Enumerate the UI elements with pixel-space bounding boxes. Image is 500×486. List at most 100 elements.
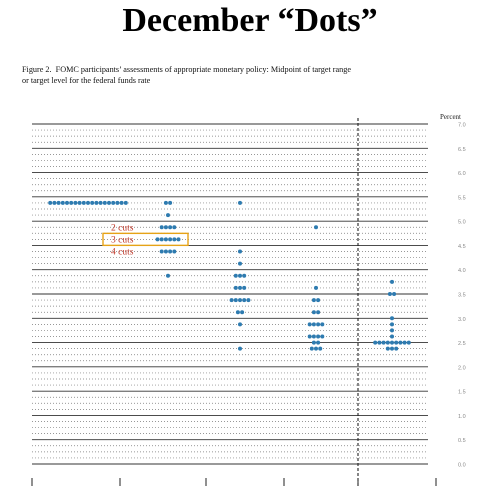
annotation-label: 4 cuts: [111, 248, 134, 258]
y-tick-label: 1.0: [458, 414, 466, 420]
data-dot: [238, 261, 242, 266]
data-dot: [172, 237, 177, 242]
data-dot: [390, 334, 394, 339]
y-tick-label: 0.0: [458, 463, 466, 469]
data-dot: [316, 340, 321, 345]
headline: December “Dots”: [122, 2, 378, 39]
data-dot: [242, 285, 247, 290]
data-dot: [172, 225, 177, 230]
y-tick-label: 4.5: [458, 244, 466, 250]
data-dot: [69, 200, 74, 205]
data-dot: [77, 200, 82, 205]
annotation-label: 2 cuts: [111, 223, 134, 233]
data-dot: [168, 225, 173, 230]
data-dot: [86, 200, 90, 205]
data-dot: [320, 322, 325, 327]
caption-line-1: Figure 2. FOMC participants’ assessments…: [22, 64, 482, 75]
data-dot: [168, 200, 173, 205]
data-dot: [318, 346, 323, 351]
data-dot: [166, 213, 170, 218]
data-dot: [385, 340, 390, 345]
data-dot: [311, 298, 316, 303]
data-dot: [387, 292, 392, 296]
data-dot: [314, 346, 318, 351]
y-tick-label: 5.5: [458, 195, 466, 201]
data-dot: [238, 273, 242, 278]
data-dot: [56, 200, 61, 205]
data-dot: [107, 200, 111, 205]
data-dot: [390, 279, 394, 284]
data-dot: [90, 200, 95, 205]
data-dot: [65, 200, 69, 205]
data-dot: [238, 346, 242, 351]
data-dot: [316, 322, 321, 327]
data-dot: [102, 200, 107, 205]
data-dot: [163, 249, 168, 254]
data-dot: [238, 298, 242, 303]
data-dot: [159, 237, 164, 242]
data-dot: [163, 200, 168, 205]
data-dot: [390, 316, 394, 321]
data-dot: [238, 249, 242, 254]
data-dot: [377, 340, 382, 345]
data-dot: [238, 322, 242, 327]
data-dot: [233, 298, 238, 303]
data-dot: [311, 340, 316, 345]
highlight-box: [102, 232, 189, 247]
data-dot: [73, 200, 78, 205]
data-dot: [168, 249, 173, 254]
data-dot: [307, 334, 312, 339]
data-dot: [163, 237, 168, 242]
data-dot: [94, 200, 99, 205]
data-dot: [390, 328, 394, 333]
data-dot: [111, 200, 116, 205]
caption-line-2: or target level for the federal funds ra…: [22, 76, 151, 85]
data-dot: [119, 200, 124, 205]
data-dot: [390, 322, 394, 327]
data-dot: [392, 292, 397, 296]
data-dot: [98, 200, 103, 205]
data-dot: [394, 340, 399, 345]
y-tick-label: 6.5: [458, 147, 466, 153]
data-dot: [385, 346, 390, 351]
data-dot: [394, 346, 399, 351]
data-dot: [115, 200, 120, 205]
data-dot: [316, 310, 321, 315]
data-dot: [309, 346, 314, 351]
data-dot: [159, 225, 164, 230]
y-tick-label: 4.0: [458, 268, 466, 274]
data-dot: [381, 340, 386, 345]
data-dot: [123, 200, 128, 205]
y-tick-label: 0.5: [458, 438, 466, 444]
caption-text-1: FOMC participants’ assessments of approp…: [55, 65, 351, 74]
figure-label: Figure 2.: [22, 65, 52, 74]
data-dot: [314, 225, 318, 230]
data-dot: [235, 310, 240, 315]
data-dot: [163, 225, 168, 230]
data-dot: [390, 340, 394, 345]
data-dot: [373, 340, 378, 345]
data-dot: [320, 334, 325, 339]
data-dot: [176, 237, 181, 242]
data-dot: [159, 249, 164, 254]
data-dot: [242, 273, 247, 278]
y-tick-label: 3.5: [458, 293, 466, 299]
data-dot: [233, 285, 238, 290]
data-dot: [52, 200, 57, 205]
data-dot: [81, 200, 86, 205]
data-dot: [60, 200, 65, 205]
y-tick-label: 5.0: [458, 220, 466, 226]
data-dot: [311, 334, 316, 339]
y-tick-label: 6.0: [458, 171, 466, 177]
data-dot: [246, 298, 251, 303]
data-dot: [166, 273, 170, 278]
data-dot: [233, 273, 238, 278]
figure-caption: Figure 2. FOMC participants’ assessments…: [22, 64, 482, 86]
data-dot: [172, 249, 177, 254]
data-dot: [238, 200, 242, 205]
y-tick-label: 3.0: [458, 317, 466, 323]
annotation-label: 3 cuts: [111, 236, 134, 246]
data-dot: [316, 298, 321, 303]
data-dot: [242, 298, 247, 303]
